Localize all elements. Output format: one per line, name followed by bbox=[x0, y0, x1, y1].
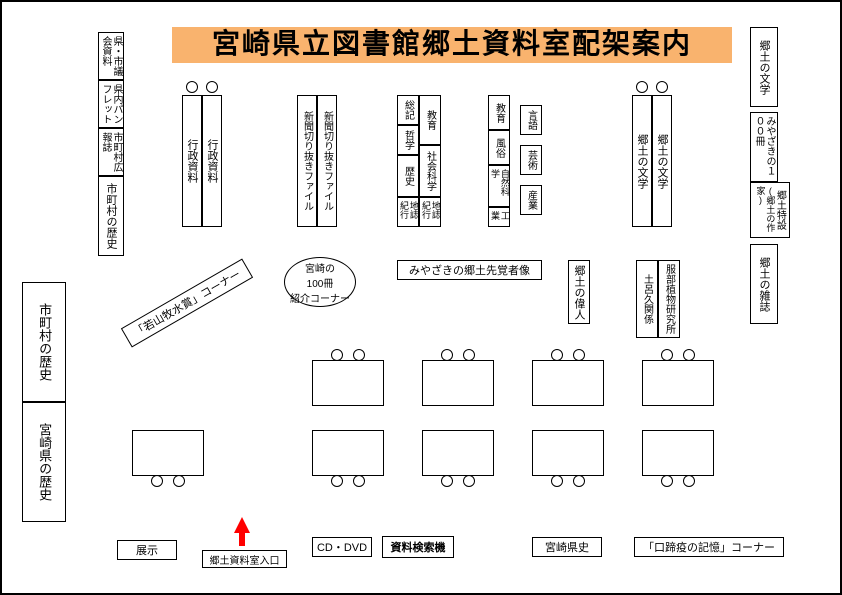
left-b: 県内パンフレット bbox=[98, 80, 124, 128]
right-d: 郷土の雑誌 bbox=[750, 244, 778, 324]
desk bbox=[422, 360, 494, 406]
desk bbox=[642, 430, 714, 476]
right-b: みやざきの１００冊 bbox=[750, 112, 778, 182]
iriguchi: 郷土資料室入口 bbox=[202, 550, 287, 568]
page-title: 宮崎県立図書館郷土資料室配架案内 bbox=[172, 27, 732, 63]
doro: 土呂久関係 bbox=[636, 260, 658, 338]
tenji: 展示 bbox=[117, 540, 177, 560]
desk bbox=[642, 360, 714, 406]
cr-r2c2: 芸術 bbox=[520, 145, 542, 175]
kensaku: 資料検索機 bbox=[382, 536, 454, 558]
cddvd: CD・DVD bbox=[312, 537, 372, 557]
desk bbox=[532, 430, 604, 476]
cg-r4c2: 地誌紀行 bbox=[419, 197, 441, 227]
left-f: 宮崎県の歴史 bbox=[22, 402, 66, 522]
desk bbox=[422, 430, 494, 476]
entrance-arrow-icon bbox=[234, 517, 250, 533]
cg-r3c1: 歴史 bbox=[397, 155, 419, 197]
cr-r2c1: 風俗 bbox=[488, 130, 510, 165]
shelf-shinbun: 新聞切り抜きファイル 新聞切り抜きファイル bbox=[297, 95, 337, 227]
cr-r1c2: 言語 bbox=[520, 105, 542, 135]
right-c: (郷土の作家) 郷土特設 bbox=[750, 182, 790, 238]
shelf-kyodo: 郷土の文学 郷土の文学 bbox=[632, 95, 672, 227]
left-e: 市町村の歴史 bbox=[22, 282, 66, 402]
cg-r2c2: 社会科学 bbox=[419, 145, 441, 197]
desk bbox=[132, 430, 204, 476]
desk bbox=[312, 430, 384, 476]
desk bbox=[532, 360, 604, 406]
cr-r4c1: 工業 bbox=[488, 207, 510, 227]
desk bbox=[312, 360, 384, 406]
rotated-corner: 「若山牧水賞」コーナー bbox=[121, 258, 253, 347]
cr-r1c1: 教育 bbox=[488, 95, 510, 130]
kotei: 「口蹄疫の記憶」コーナー bbox=[634, 537, 784, 557]
kenshi: 宮崎県史 bbox=[532, 537, 602, 557]
cr-r3c2: 産業 bbox=[520, 185, 542, 215]
cg-r2c1: 哲学 bbox=[397, 125, 419, 155]
cr-r3c1: 自然科学 bbox=[488, 165, 510, 207]
right-a: 郷土の文学 bbox=[750, 27, 778, 107]
cg-r1c1: 総記 bbox=[397, 95, 419, 125]
cg-r1c2: 教育 bbox=[419, 95, 441, 145]
entrance-arrow-stem bbox=[239, 532, 245, 546]
floor-map: 宮崎県立図書館郷土資料室配架案内 県・市議会資料 県内パンフレット 市町村広報誌… bbox=[0, 0, 842, 595]
cg-r4c1: 地誌紀行 bbox=[397, 197, 419, 227]
ellipse-100: 宮崎の 100冊 紹介コーナー bbox=[284, 257, 356, 307]
ijin: 郷土の偉人 bbox=[568, 260, 590, 324]
left-d: 市町村の歴史 bbox=[98, 176, 124, 256]
left-c: 市町村広報誌 bbox=[98, 128, 124, 176]
hattori: 服部植物研究所 bbox=[658, 260, 680, 338]
senkaku: みやざきの郷土先覚者像 bbox=[397, 260, 542, 280]
left-a: 県・市議会資料 bbox=[98, 32, 124, 80]
shelf-gyosei: 行政資料 行政資料 bbox=[182, 95, 222, 227]
